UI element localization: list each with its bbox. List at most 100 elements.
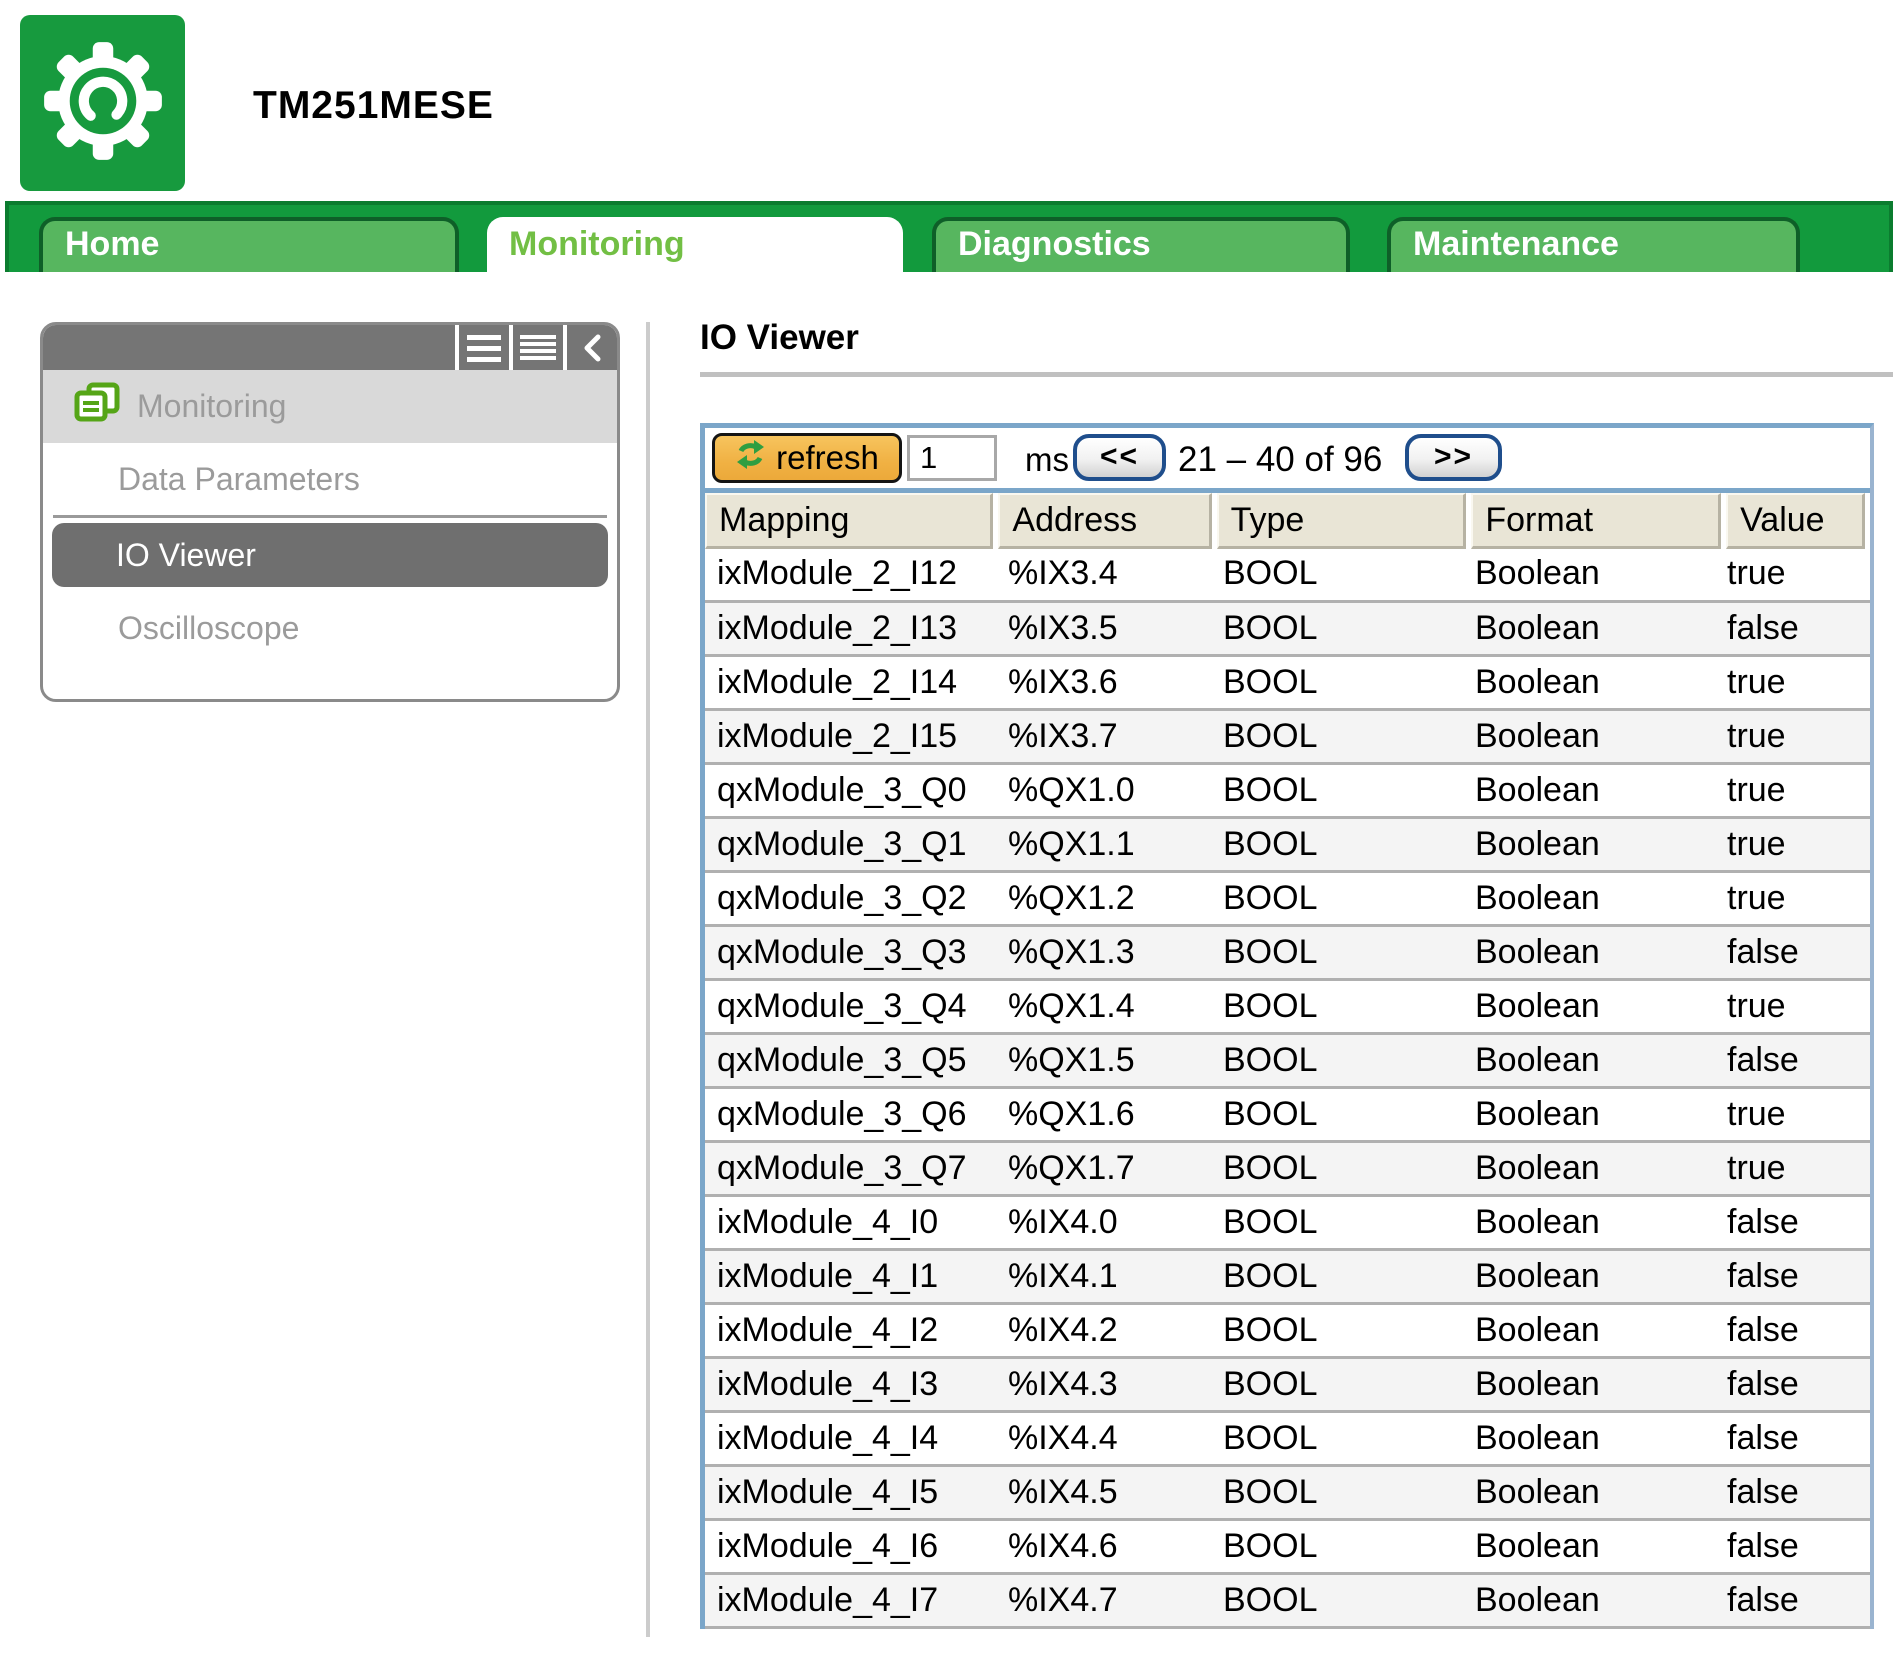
table-row: qxModule_3_Q4 %QX1.4 BOOL Boolean true xyxy=(705,978,1870,1032)
cell-address: %QX1.3 xyxy=(1008,933,1135,971)
cell-mapping: qxModule_3_Q1 xyxy=(717,825,967,863)
table-row: qxModule_3_Q7 %QX1.7 BOOL Boolean true xyxy=(705,1140,1870,1194)
cell-mapping: ixModule_4_I5 xyxy=(717,1473,939,1511)
table-row: qxModule_3_Q1 %QX1.1 BOOL Boolean true xyxy=(705,816,1870,870)
cell-format: Boolean xyxy=(1475,1095,1600,1133)
column-header-value[interactable]: Value xyxy=(1726,493,1865,549)
cell-address: %QX1.7 xyxy=(1008,1149,1135,1187)
documents-icon xyxy=(73,382,121,432)
tab-maintenance[interactable]: Maintenance xyxy=(1387,217,1800,272)
cell-address: %IX3.4 xyxy=(1008,554,1118,592)
column-header-mapping[interactable]: Mapping xyxy=(705,493,994,549)
cell-mapping: ixModule_4_I6 xyxy=(717,1527,939,1565)
table-row: qxModule_3_Q0 %QX1.0 BOOL Boolean true xyxy=(705,762,1870,816)
tab-diagnostics[interactable]: Diagnostics xyxy=(932,217,1350,272)
column-header-format[interactable]: Format xyxy=(1471,493,1722,549)
cell-type: BOOL xyxy=(1223,1149,1318,1187)
cell-value: true xyxy=(1727,554,1786,592)
sidebar-group-monitoring[interactable]: Monitoring xyxy=(43,370,617,443)
cell-value: true xyxy=(1727,1095,1786,1133)
sidebar-item-label: Oscilloscope xyxy=(118,609,300,646)
sidebar-item-data-parameters[interactable]: Data Parameters xyxy=(43,443,617,515)
pagination-range-label: 21 – 40 of 96 xyxy=(1178,440,1383,479)
list-icon[interactable] xyxy=(455,325,509,370)
cell-value: false xyxy=(1727,1041,1799,1079)
cell-format: Boolean xyxy=(1475,1527,1600,1565)
refresh-button[interactable]: refresh xyxy=(712,433,902,483)
cell-type: BOOL xyxy=(1223,663,1318,701)
table-row: ixModule_4_I7 %IX4.7 BOOL Boolean false xyxy=(705,1572,1870,1626)
cell-format: Boolean xyxy=(1475,879,1600,917)
cell-format: Boolean xyxy=(1475,1311,1600,1349)
cell-format: Boolean xyxy=(1475,609,1600,647)
sidebar-item-oscilloscope[interactable]: Oscilloscope xyxy=(43,592,617,664)
cell-mapping: qxModule_3_Q7 xyxy=(717,1149,967,1187)
collapse-chevron-icon[interactable] xyxy=(563,325,617,370)
cell-type: BOOL xyxy=(1223,717,1318,755)
cell-type: BOOL xyxy=(1223,1095,1318,1133)
cell-value: false xyxy=(1727,609,1799,647)
cell-type: BOOL xyxy=(1223,1257,1318,1295)
dense-list-icon[interactable] xyxy=(509,325,563,370)
cell-value: true xyxy=(1727,987,1786,1025)
cell-format: Boolean xyxy=(1475,933,1600,971)
cell-type: BOOL xyxy=(1223,1365,1318,1403)
cell-mapping: ixModule_2_I12 xyxy=(717,554,958,592)
cell-mapping: ixModule_2_I13 xyxy=(717,609,958,647)
cell-type: BOOL xyxy=(1223,1041,1318,1079)
cell-value: false xyxy=(1727,1257,1799,1295)
sidebar-group-label: Monitoring xyxy=(137,388,287,424)
io-viewer-table: refresh ms << 21 – 40 of 96 >> MappingAd… xyxy=(700,423,1874,1629)
tab-monitoring[interactable]: Monitoring xyxy=(487,217,903,272)
interval-input[interactable] xyxy=(907,435,997,481)
title-rule xyxy=(700,372,1893,377)
cell-address: %IX4.5 xyxy=(1008,1473,1118,1511)
cell-address: %IX3.5 xyxy=(1008,609,1118,647)
content-divider xyxy=(646,322,650,1637)
cell-address: %IX4.4 xyxy=(1008,1419,1118,1457)
cell-mapping: qxModule_3_Q5 xyxy=(717,1041,967,1079)
cell-mapping: qxModule_3_Q2 xyxy=(717,879,967,917)
cell-type: BOOL xyxy=(1223,1473,1318,1511)
cell-type: BOOL xyxy=(1223,825,1318,863)
prev-page-button[interactable]: << xyxy=(1073,434,1166,481)
table-row: ixModule_2_I15 %IX3.7 BOOL Boolean true xyxy=(705,708,1870,762)
column-header-type[interactable]: Type xyxy=(1216,493,1467,549)
table-row: ixModule_4_I4 %IX4.4 BOOL Boolean false xyxy=(705,1410,1870,1464)
cell-type: BOOL xyxy=(1223,1311,1318,1349)
refresh-button-label: refresh xyxy=(776,439,879,476)
next-page-button[interactable]: >> xyxy=(1405,434,1502,481)
table-row: ixModule_2_I12 %IX3.4 BOOL Boolean true xyxy=(705,549,1870,600)
cell-mapping: ixModule_4_I4 xyxy=(717,1419,939,1457)
cell-type: BOOL xyxy=(1223,879,1318,917)
cell-value: false xyxy=(1727,1473,1799,1511)
table-body: ixModule_2_I12 %IX3.4 BOOL Boolean true ixMod… xyxy=(705,549,1870,1629)
table-row: ixModule_4_I1 %IX4.1 BOOL Boolean false xyxy=(705,1248,1870,1302)
cell-mapping: ixModule_2_I14 xyxy=(717,663,958,701)
cell-address: %IX4.2 xyxy=(1008,1311,1118,1349)
cell-format: Boolean xyxy=(1475,825,1600,863)
cell-address: %IX3.7 xyxy=(1008,717,1118,755)
cell-value: false xyxy=(1727,1581,1799,1619)
sidebar-item-io-viewer[interactable]: IO Viewer xyxy=(52,523,608,587)
cell-value: false xyxy=(1727,1311,1799,1349)
table-header-row: Mapping Address Type Format Value xyxy=(705,493,1870,549)
cell-format: Boolean xyxy=(1475,1419,1600,1457)
column-header-address[interactable]: Address xyxy=(998,493,1212,549)
page-title: IO Viewer xyxy=(700,318,859,357)
table-row: ixModule_4_I6 %IX4.6 BOOL Boolean false xyxy=(705,1518,1870,1572)
cell-format: Boolean xyxy=(1475,1257,1600,1295)
device-title: TM251MESE xyxy=(253,84,494,127)
cell-format: Boolean xyxy=(1475,987,1600,1025)
cell-format: Boolean xyxy=(1475,1041,1600,1079)
table-row: ixModule_2_I14 %IX3.6 BOOL Boolean true xyxy=(705,654,1870,708)
cell-format: Boolean xyxy=(1475,663,1600,701)
cell-value: true xyxy=(1727,771,1786,809)
cell-value: true xyxy=(1727,825,1786,863)
cell-value: false xyxy=(1727,1527,1799,1565)
tab-home[interactable]: Home xyxy=(39,217,459,272)
table-toolbar: refresh ms << 21 – 40 of 96 >> xyxy=(705,428,1870,493)
cell-mapping: ixModule_4_I7 xyxy=(717,1581,939,1619)
cell-address: %IX3.6 xyxy=(1008,663,1118,701)
cell-format: Boolean xyxy=(1475,1581,1600,1619)
